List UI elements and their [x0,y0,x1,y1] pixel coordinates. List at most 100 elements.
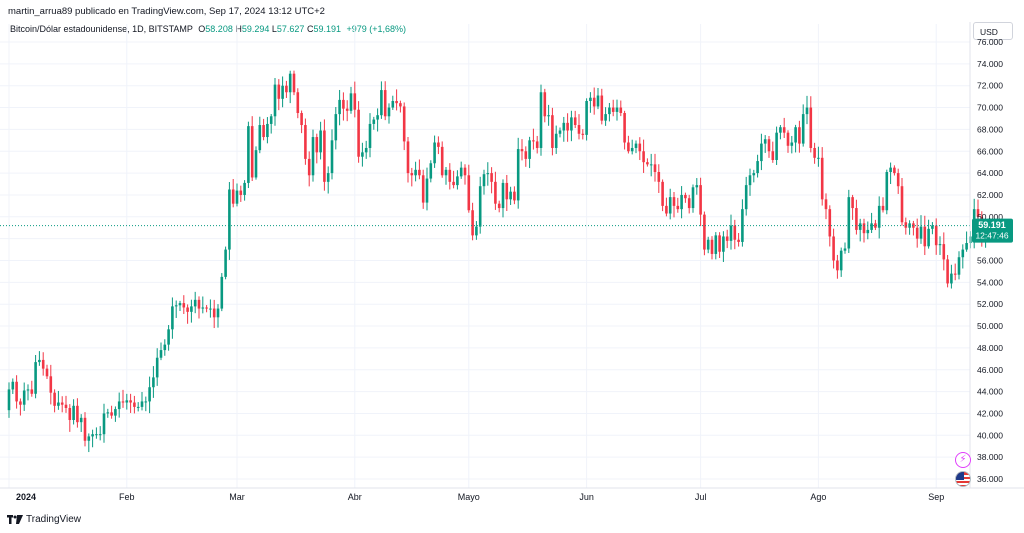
candle [459,161,463,179]
candle-body [760,143,763,162]
candle-body [847,197,851,249]
candle-body [570,117,573,131]
brand-name: TradingView [26,514,82,525]
candle-body [437,142,440,147]
candle [64,395,68,413]
candle-body [870,223,873,230]
candle-body [919,226,923,239]
candle [691,184,695,213]
candle [19,398,22,416]
us-flag-icon[interactable] [955,471,971,487]
x-tick-label: Sep [928,492,944,502]
candle-body [566,122,569,131]
candle [592,87,596,115]
candle-body [106,412,110,414]
change-value: +979 (+1,68%) [346,24,407,34]
candle-body [399,103,402,107]
candle [805,95,809,125]
candle-body [425,178,429,203]
tradingview-footer[interactable]: TradingView [7,514,81,525]
candle-body [744,185,748,210]
price-axis: 36.000 38.000 40.000 42.000 44.000 46.000 48.0… [977,37,1003,484]
x-tick-label: Jun [579,492,594,502]
candle-body [862,223,866,234]
candle-body [710,239,714,254]
candle [782,117,786,139]
x-tick-label: Jul [695,492,707,502]
y-tick-label: 62.000 [977,190,1003,200]
candle [300,110,303,134]
candle [410,167,414,187]
currency-button[interactable]: USD [973,22,1013,40]
candle [486,162,490,186]
candle-body [163,344,167,351]
candle-body [950,273,953,284]
candles [7,70,991,453]
candle [532,128,535,150]
candle-body [323,130,326,182]
candle-body [110,412,113,416]
high-value: 59.294 [241,24,270,34]
candle-body [300,113,303,126]
candle-body [414,169,417,176]
candle [102,403,106,443]
candle [737,232,740,247]
candle-body [763,139,767,144]
candle [266,117,269,144]
chart-header: martin_arrua89 publicado en TradingView.… [8,6,325,17]
candle [121,389,125,408]
candle-body [623,113,626,143]
candle-body [589,97,592,101]
candle [623,110,626,150]
candle [288,70,292,104]
candle [661,179,664,212]
candle-body [494,181,497,204]
candle-body [83,417,87,441]
candle [353,81,357,118]
candle-body [836,260,839,271]
candle [581,129,585,140]
candle [129,393,132,413]
candle-body [976,209,980,217]
candle [509,186,512,205]
last-price-label: 59.191 [978,220,1006,230]
candle-body [406,141,410,174]
candle-body [387,107,391,117]
candle [931,222,934,235]
candle-body [330,140,334,174]
candle-body [433,142,436,164]
candle [687,194,691,214]
candle [148,376,151,414]
candle-body [254,150,258,178]
candle-body [285,85,288,93]
candle [779,125,782,140]
candle [197,296,201,319]
candle [402,102,406,151]
flash-icon[interactable]: ⚡ [955,452,971,468]
candle [710,236,714,260]
candle-body [535,141,539,148]
candle-body [946,259,949,284]
candle-body [338,99,341,115]
candle [520,139,524,161]
candle [193,291,197,314]
x-tick-label: Mayo [458,492,480,502]
candle [570,110,573,142]
candle-body [79,417,83,423]
candle-body [558,130,562,134]
candle-body [361,152,364,157]
candle [133,395,136,414]
candle-body [866,229,870,234]
y-tick-label: 60.000 [977,212,1003,222]
candle-body [957,257,961,275]
candle [619,100,623,117]
candle [786,130,790,153]
candle-body [786,132,790,146]
candle-body [516,149,520,201]
candle [117,392,121,418]
candle [722,231,725,262]
candle-body [615,107,619,112]
candle-body [794,127,797,143]
candle [965,231,968,252]
